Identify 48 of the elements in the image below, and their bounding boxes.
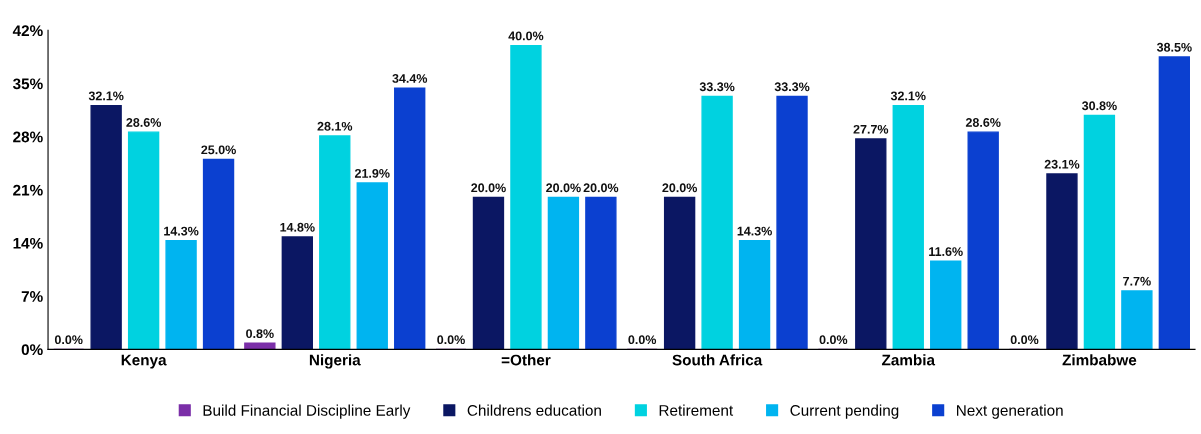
data-label: 30.8% — [1081, 101, 1117, 111]
data-label: 7.7% — [1123, 276, 1151, 286]
y-tick-label: 14% — [13, 237, 43, 249]
data-label: 25.0% — [201, 145, 236, 155]
data-label: 40.0% — [508, 31, 544, 41]
y-tick-label: 35% — [12, 78, 43, 90]
data-label: 14.3% — [737, 226, 772, 236]
data-label: 0.0% — [54, 335, 83, 345]
data-label: 20.0% — [546, 183, 581, 193]
x-tick-label: Nigeria — [309, 354, 361, 369]
x-tick-label: Kenya — [121, 354, 167, 369]
data-label: 11.6% — [929, 247, 963, 257]
data-label: 34.4% — [392, 74, 428, 83]
data-label: 32.1% — [88, 91, 124, 101]
data-label: 28.6% — [965, 118, 1001, 127]
data-label: 27.7% — [853, 124, 889, 134]
data-label: 28.6% — [126, 118, 162, 127]
data-label: 14.8% — [280, 222, 315, 232]
data-label: 21.9% — [354, 168, 390, 178]
data-label: 20.0% — [662, 183, 698, 193]
data-label: 32.1% — [890, 91, 926, 101]
data-label: 20.0% — [583, 183, 619, 193]
x-tick-label: =Other — [501, 354, 551, 366]
data-label: 0.0% — [437, 335, 465, 345]
y-tick-label: 28% — [13, 131, 43, 143]
legend-label: Next generation — [957, 404, 1063, 419]
data-label: 20.0% — [471, 183, 506, 193]
data-label: 23.1% — [1044, 159, 1080, 169]
legend-label: Current pending — [790, 404, 899, 419]
data-label: 33.3% — [699, 82, 735, 92]
legend-label: Retirement — [659, 404, 734, 416]
legend-label: Build Financial Discipline Early — [203, 404, 411, 419]
x-tick-label: South Africa — [672, 354, 763, 366]
data-label: 0.0% — [819, 335, 848, 345]
y-tick-label: 0% — [21, 344, 43, 356]
y-tick-label: 21% — [13, 184, 43, 196]
x-tick-label: Zambia — [881, 354, 936, 366]
legend-label: Childrens education — [467, 404, 601, 416]
data-label: 28.1% — [317, 121, 353, 131]
data-label: 0.0% — [628, 335, 657, 345]
data-label: 0.8% — [246, 329, 274, 339]
data-label: 0.0% — [1010, 335, 1039, 345]
x-tick-label: Zimbabwe — [1062, 354, 1137, 366]
y-tick-label: 7% — [21, 291, 43, 302]
y-tick-label: 42% — [12, 25, 43, 37]
data-label: 38.5% — [1156, 42, 1192, 52]
data-label: 33.3% — [774, 82, 810, 92]
data-label: 14.3% — [164, 226, 199, 236]
